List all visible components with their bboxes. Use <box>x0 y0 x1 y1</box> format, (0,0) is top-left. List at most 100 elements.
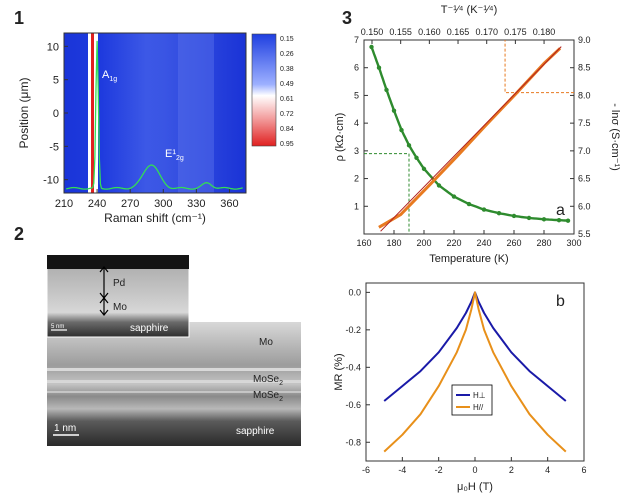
tem-inset-top <box>47 255 189 269</box>
x-tick-label: 300 <box>566 238 581 248</box>
y2-tick-label: 7.0 <box>578 146 591 156</box>
panel-label-2: 2 <box>14 224 24 244</box>
resistivity-x-label: Temperature (K) <box>429 253 508 265</box>
tem-panel: Pd Mo 5 nm sapphire Mo MoSe2 MoSe2 1 nm … <box>46 254 301 446</box>
y-tick-label: 5 <box>53 75 59 87</box>
resistivity-y-ticks: 1 2 3 4 5 6 7 <box>354 35 368 211</box>
y-tick-label: -5 <box>49 141 59 153</box>
inset-mo-label: Mo <box>113 302 127 313</box>
orange-guide-line <box>504 40 574 94</box>
y2-tick-label: 6.5 <box>578 174 591 184</box>
linear-fit-line <box>380 46 562 232</box>
x2-tick-label: 0.175 <box>504 27 527 37</box>
heatmap-e2g-band <box>178 33 214 193</box>
x-tick-label: 260 <box>506 238 521 248</box>
x-tick-label: 280 <box>536 238 551 248</box>
colorbar-tick-label: 0.61 <box>280 96 294 103</box>
y-tick-label: 0 <box>53 108 59 120</box>
x-tick-label: -4 <box>398 465 406 475</box>
mr-y-label: MR (%) <box>333 353 345 390</box>
y-tick-label: -10 <box>43 175 59 187</box>
colorbar-tick-label: 0.38 <box>280 66 294 73</box>
y-tick-label: 0.0 <box>348 287 361 297</box>
x-tick-label: 240 <box>88 198 106 210</box>
panel-label-b: b <box>556 293 565 310</box>
panel-label-1: 1 <box>14 8 24 28</box>
x-tick-label: 240 <box>476 238 491 248</box>
y-tick-label: 4 <box>354 118 359 128</box>
panel-label-3: 3 <box>342 8 352 28</box>
y-tick-label: -0.4 <box>345 362 361 372</box>
x-tick-label: 220 <box>446 238 461 248</box>
mr-legend: H⊥ H// <box>456 391 486 412</box>
mo-arrow-heads <box>99 297 109 316</box>
y-tick-label: 2 <box>354 174 359 184</box>
resistivity-chart: 160 180 200 220 240 260 280 300 1 2 3 4 5 6 7 5.5 6.0 6… <box>334 4 621 265</box>
x-tick-label: 6 <box>581 465 586 475</box>
y-tick-label: -0.6 <box>345 400 361 410</box>
inset-substrate-label: sapphire <box>130 323 169 334</box>
y2-tick-label: 7.5 <box>578 118 591 128</box>
y-tick-label: -0.8 <box>345 437 361 447</box>
y-tick-label: 6 <box>354 63 359 73</box>
x2-tick-label: 0.150 <box>361 27 384 37</box>
x-tick-label: 330 <box>187 198 205 210</box>
peak-label-e2g: E¹2g <box>165 148 184 162</box>
main-scale-label: 1 nm <box>54 423 76 434</box>
x-tick-label: 210 <box>55 198 73 210</box>
resistivity-frame <box>363 39 575 235</box>
x-tick-label: 200 <box>416 238 431 248</box>
main-mo-label: Mo <box>259 337 273 348</box>
mr-frame <box>365 282 585 462</box>
resistivity-y2-label: - lnσ (S·cm⁻¹) <box>609 103 621 171</box>
x2-tick-label: 0.165 <box>447 27 470 37</box>
x-tick-label: 0 <box>472 465 477 475</box>
inset-scale-label: 5 nm <box>51 324 64 330</box>
y-tick-label: -0.2 <box>345 325 361 335</box>
resistivity-x2-label: T⁻¹⁄⁴ (K⁻¹⁄⁴) <box>441 4 498 16</box>
y-tick-label: 7 <box>354 35 359 45</box>
mr-series-line <box>383 291 567 453</box>
inset-pd-label: Pd <box>113 278 125 289</box>
peak-label-a1g: A1g <box>102 69 117 83</box>
heatmap-x-label: Raman shift (cm⁻¹) <box>104 211 206 225</box>
y2-tick-label: 5.5 <box>578 229 591 239</box>
heatmap-y-label: Position (μm) <box>17 78 31 149</box>
mr-x-ticks: -6 -4 -2 0 2 4 6 <box>362 457 587 475</box>
y2-tick-label: 6.0 <box>578 201 591 211</box>
x-tick-label: 160 <box>356 238 371 248</box>
heatmap-a1g-peak-line <box>91 33 94 193</box>
colorbar-tick-label: 0.72 <box>280 111 294 118</box>
y2-tick-label: 8.5 <box>578 63 591 73</box>
tem-layer-stripe <box>47 391 301 393</box>
mr-x-label: μ₀H (T) <box>457 481 493 493</box>
green-guide-line <box>364 153 410 234</box>
mr-series <box>383 291 567 453</box>
legend-label: H⊥ <box>473 391 486 400</box>
x-tick-label: 300 <box>154 198 172 210</box>
x2-tick-label: 0.170 <box>475 27 498 37</box>
x2-tick-label: 0.160 <box>418 27 441 37</box>
heatmap-x-ticks: 210 240 270 300 330 360 <box>55 189 239 210</box>
colorbar-tick-label: 0.26 <box>280 51 294 58</box>
y2-tick-label: 8.0 <box>578 90 591 100</box>
resistivity-series <box>369 44 571 232</box>
main-mose2-label-2: MoSe2 <box>253 390 283 403</box>
x2-tick-label: 0.180 <box>533 27 556 37</box>
raman-spectrum-line <box>66 40 243 190</box>
x-tick-label: 2 <box>509 465 514 475</box>
tem-layer-stripe <box>47 380 301 383</box>
y-tick-label: 1 <box>354 201 359 211</box>
magnetoresistance-chart: -6 -4 -2 0 2 4 6 0.0 -0.2 -0.4 -0.6 -0.8 μ₀H (T) M… <box>333 282 587 493</box>
colorbar-tick-label: 0.84 <box>280 126 294 133</box>
x-tick-label: 4 <box>545 465 550 475</box>
resistivity-y2-ticks: 5.5 6.0 6.5 7.0 7.5 8.0 8.5 9.0 <box>570 35 591 239</box>
tem-layer-stripe <box>47 368 301 371</box>
x2-tick-label: 0.155 <box>389 27 412 37</box>
y-tick-label: 5 <box>354 90 359 100</box>
heatmap-y-ticks: 10 5 0 -5 -10 <box>43 41 68 187</box>
x-tick-label: 180 <box>386 238 401 248</box>
y-tick-label: 3 <box>354 146 359 156</box>
tem-main-image <box>47 322 301 446</box>
